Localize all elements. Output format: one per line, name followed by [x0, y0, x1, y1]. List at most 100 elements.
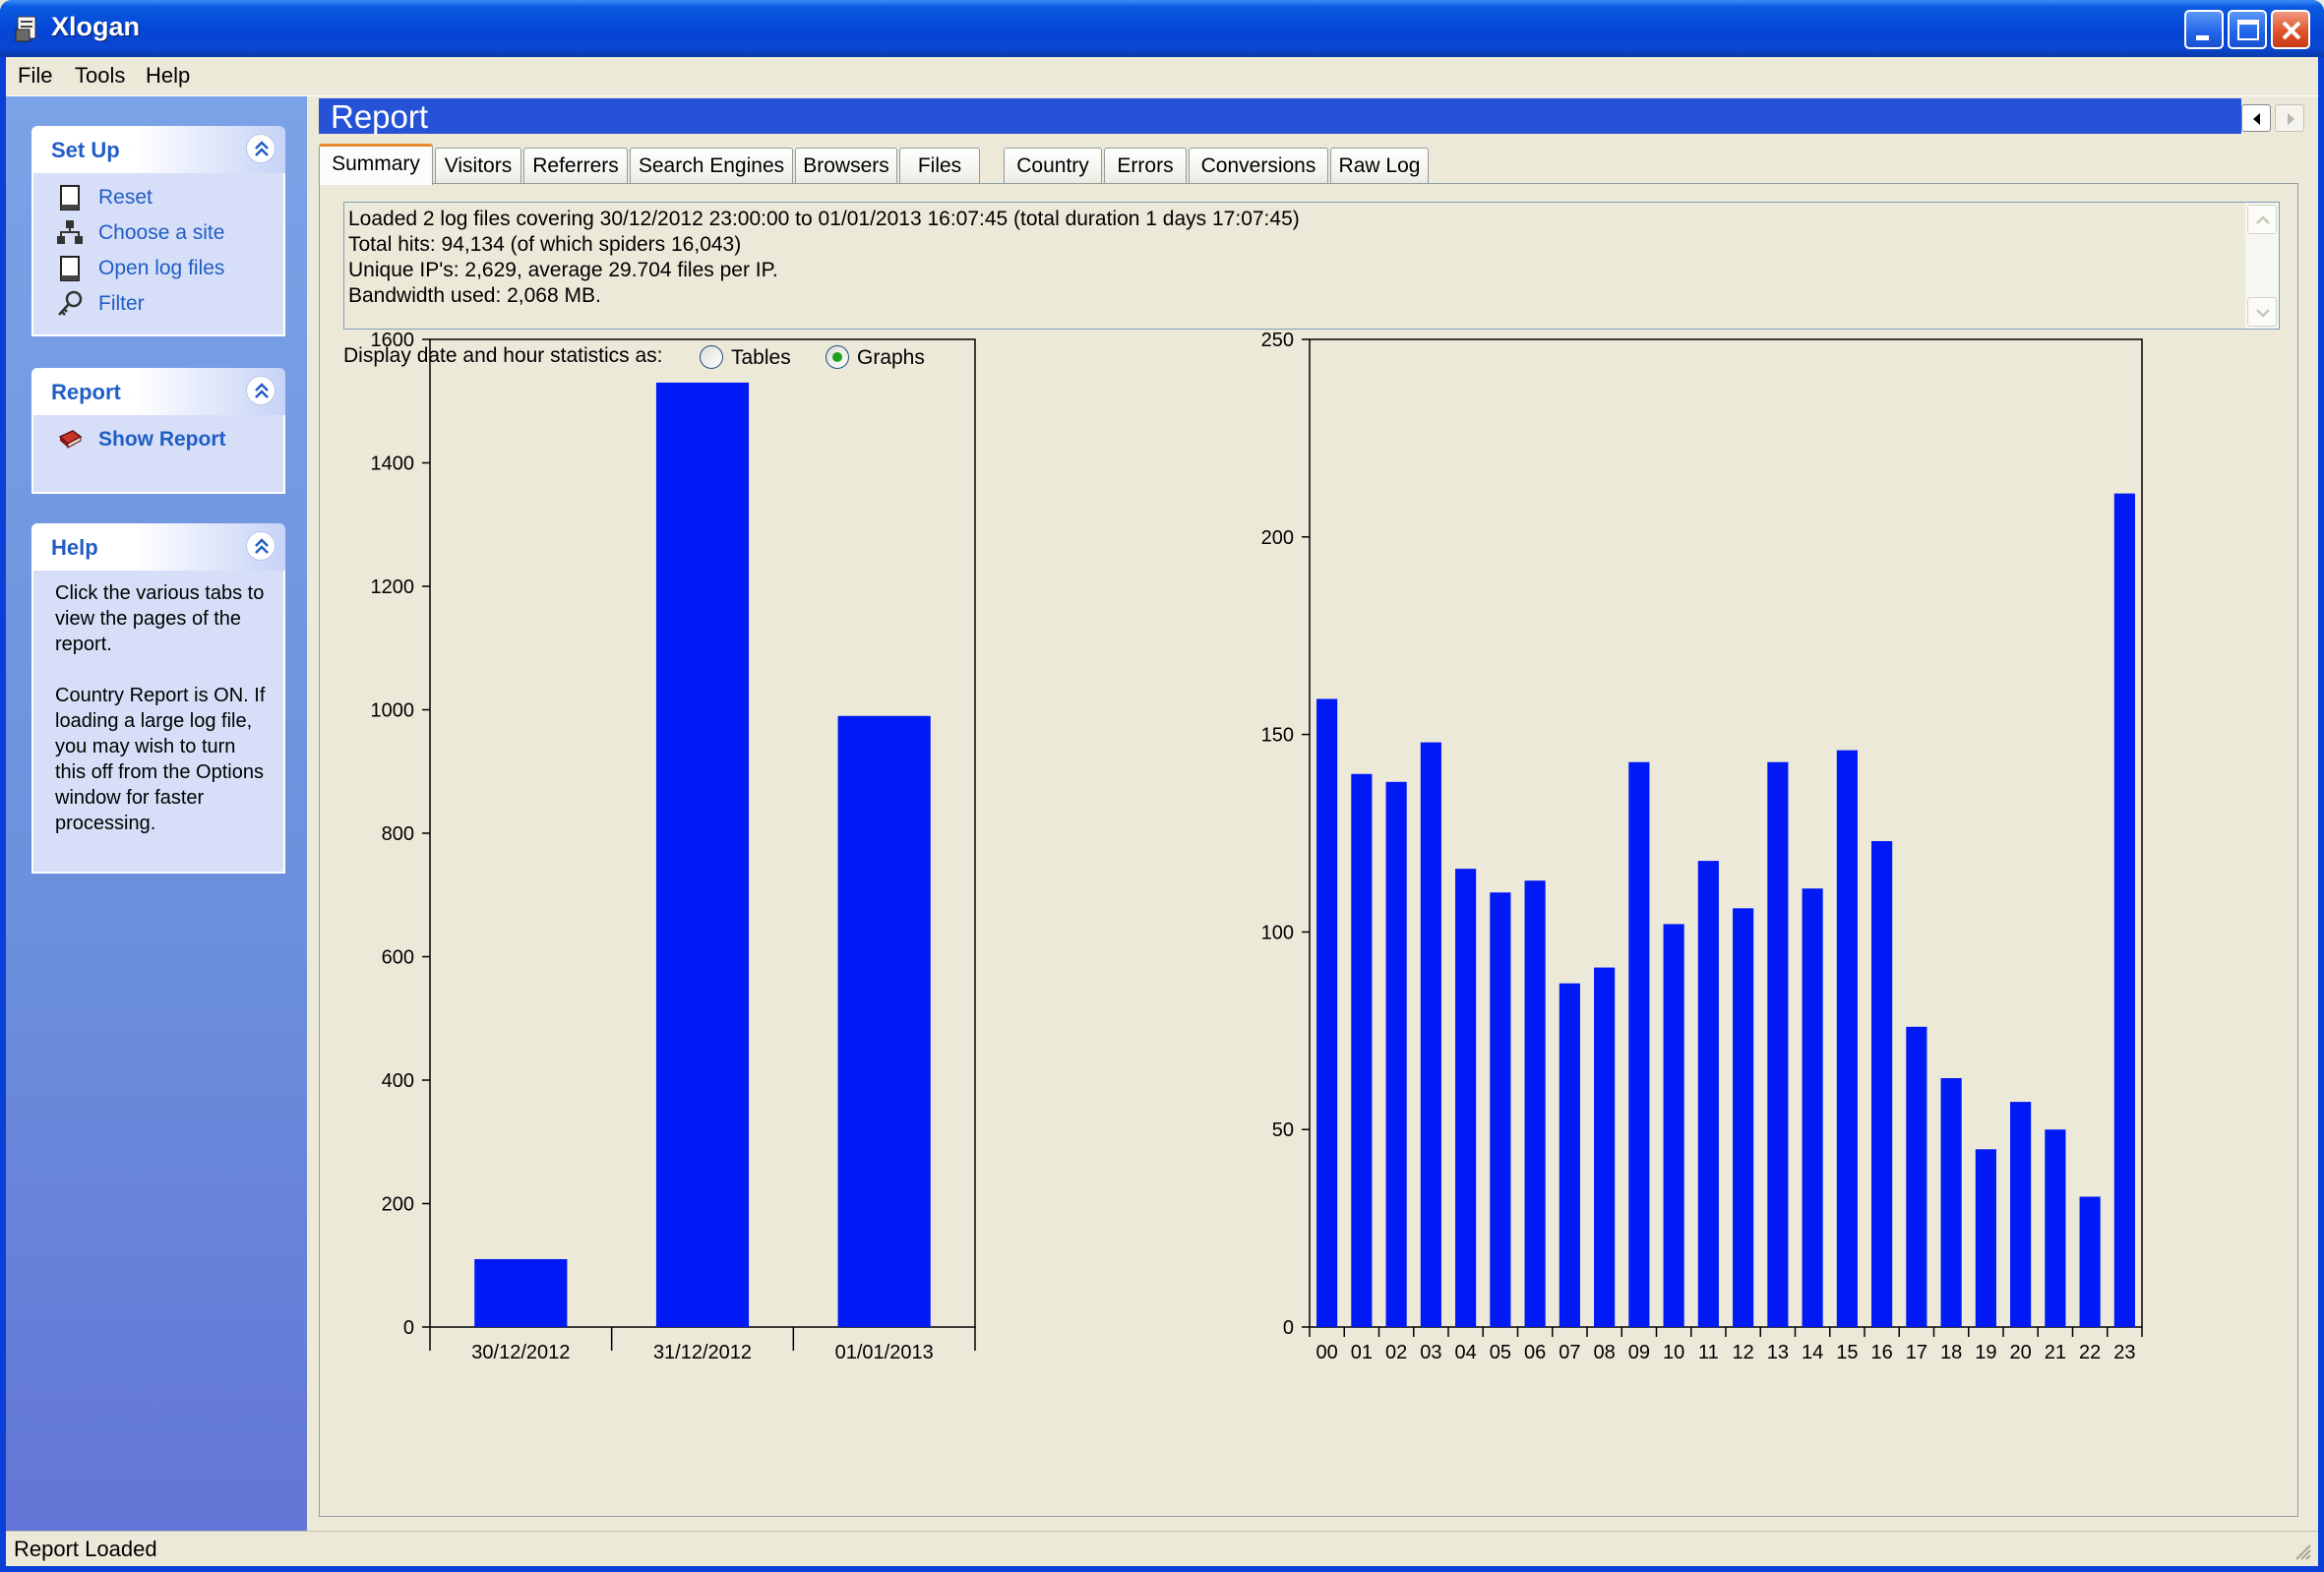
bar [1594, 967, 1616, 1327]
report-group-title: Report [51, 380, 121, 404]
collapse-chevron-icon[interactable] [246, 376, 275, 405]
tab-errors[interactable]: Errors [1104, 148, 1187, 183]
tab-summary[interactable]: Summary [319, 144, 433, 185]
bar [1316, 698, 1338, 1327]
tab-raw-log[interactable]: Raw Log [1330, 148, 1429, 183]
setup-group-body: Reset Choose a site Open log files Filte… [31, 173, 285, 336]
y-tick-label: 1600 [371, 330, 415, 351]
summary-line: Bandwidth used: 2,068 MB. [348, 284, 601, 307]
help-group-header[interactable]: Help [31, 523, 285, 571]
tab-scroll-left-button[interactable] [2241, 104, 2271, 132]
vertical-scrollbar[interactable] [2245, 203, 2279, 329]
bar [1975, 1149, 1996, 1327]
bar [1697, 861, 1719, 1327]
status-bar: Report Loaded [6, 1531, 2318, 1566]
bar [1385, 781, 1407, 1327]
setup-group: Set Up Reset Choose a site [31, 126, 285, 336]
report-title: Report [331, 98, 429, 135]
bar [2010, 1102, 2032, 1327]
bar [837, 715, 931, 1327]
tab-scroll-right-button[interactable] [2275, 104, 2304, 132]
x-tick-label: 01/01/2013 [835, 1342, 934, 1363]
x-tick-label: 17 [1906, 1342, 1927, 1363]
tab-files[interactable]: Files [899, 148, 980, 183]
y-tick-label: 250 [1261, 330, 1294, 351]
title-bar[interactable]: Xlogan [0, 0, 2324, 57]
document-icon [60, 256, 80, 281]
tables-radio-label[interactable]: Tables [731, 346, 791, 369]
scroll-down-button[interactable] [2247, 297, 2277, 327]
x-tick-label: 02 [1385, 1342, 1407, 1363]
bar [655, 382, 750, 1327]
menu-file[interactable]: File [18, 63, 53, 88]
graphs-radio[interactable] [826, 345, 849, 369]
report-group-header[interactable]: Report [31, 368, 285, 415]
tab-browsers[interactable]: Browsers [795, 148, 897, 183]
x-tick-label: 13 [1767, 1342, 1789, 1363]
help-group-title: Help [51, 535, 98, 560]
window-title: Xlogan [51, 12, 141, 41]
client-area: File Tools Help Set Up Reset [6, 57, 2318, 1566]
y-tick-label: 400 [382, 1070, 414, 1092]
report-group-body: Show Report [31, 415, 285, 494]
key-icon [58, 290, 83, 316]
bar [1836, 750, 1858, 1327]
arrow-right-icon [2288, 113, 2294, 125]
y-tick-label: 0 [403, 1317, 414, 1339]
x-tick-label: 31/12/2012 [653, 1342, 752, 1363]
hits-by-hour-chart: 0 50 100 150 200 250 00 01 02 03 04 05 06 07 08 09 10 11 1… [1261, 330, 2143, 1363]
summary-textbox[interactable]: Loaded 2 log files covering 30/12/2012 2… [343, 202, 2280, 330]
minimize-button[interactable] [2184, 10, 2224, 49]
x-tick-label: 19 [1975, 1342, 1996, 1363]
maximize-button[interactable] [2228, 10, 2267, 49]
x-tick-label: 00 [1316, 1342, 1338, 1363]
collapse-chevron-icon[interactable] [246, 134, 275, 163]
document-icon [60, 185, 80, 211]
help-text: Click the various tabs to view the pages… [55, 582, 266, 834]
help-group-body: Click the various tabs to view the pages… [31, 571, 285, 874]
radio-selected-dot [832, 352, 842, 362]
y-tick-label: 50 [1272, 1119, 1294, 1141]
y-tick-label: 1200 [371, 576, 415, 598]
tables-radio[interactable] [700, 345, 723, 369]
menu-tools[interactable]: Tools [75, 63, 126, 88]
summary-text: Loaded 2 log files covering 30/12/2012 2… [348, 207, 1300, 309]
y-tick-label: 600 [382, 947, 414, 969]
x-tick-label: 05 [1490, 1342, 1511, 1363]
collapse-chevron-icon[interactable] [246, 531, 275, 561]
close-button[interactable] [2271, 10, 2310, 49]
resize-grip-icon[interactable] [2291, 1540, 2312, 1561]
bar [1871, 841, 1893, 1327]
tab-referrers[interactable]: Referrers [523, 148, 628, 183]
bar [2079, 1196, 2101, 1327]
x-tick-label: 20 [2010, 1342, 2032, 1363]
scroll-up-button[interactable] [2247, 205, 2277, 234]
minimize-icon [2196, 35, 2209, 40]
x-tick-label: 03 [1420, 1342, 1441, 1363]
graphs-radio-label[interactable]: Graphs [857, 346, 925, 369]
x-tick-label: 21 [2045, 1342, 2066, 1363]
x-tick-label: 06 [1524, 1342, 1546, 1363]
tab-conversions[interactable]: Conversions [1189, 148, 1328, 183]
x-tick-label: 15 [1836, 1342, 1858, 1363]
bar [1524, 880, 1546, 1327]
y-tick-label: 1400 [371, 453, 415, 475]
tab-search-engines[interactable]: Search Engines [630, 148, 793, 183]
setup-group-header[interactable]: Set Up [31, 126, 285, 173]
menu-help[interactable]: Help [146, 63, 191, 88]
tab-visitors[interactable]: Visitors [435, 148, 521, 183]
y-tick-label: 100 [1261, 922, 1294, 943]
x-tick-label: 10 [1663, 1342, 1684, 1363]
bar [2113, 493, 2135, 1327]
x-tick-label: 08 [1594, 1342, 1616, 1363]
bar [1663, 924, 1684, 1327]
network-icon [57, 220, 83, 244]
report-group: Report Show Report [31, 368, 285, 494]
x-tick-label: 11 [1698, 1342, 1719, 1363]
y-tick-label: 150 [1261, 725, 1294, 747]
x-tick-label: 30/12/2012 [471, 1342, 570, 1363]
bar [1767, 761, 1789, 1327]
bar [474, 1258, 568, 1327]
tab-country[interactable]: Country [1004, 148, 1102, 183]
